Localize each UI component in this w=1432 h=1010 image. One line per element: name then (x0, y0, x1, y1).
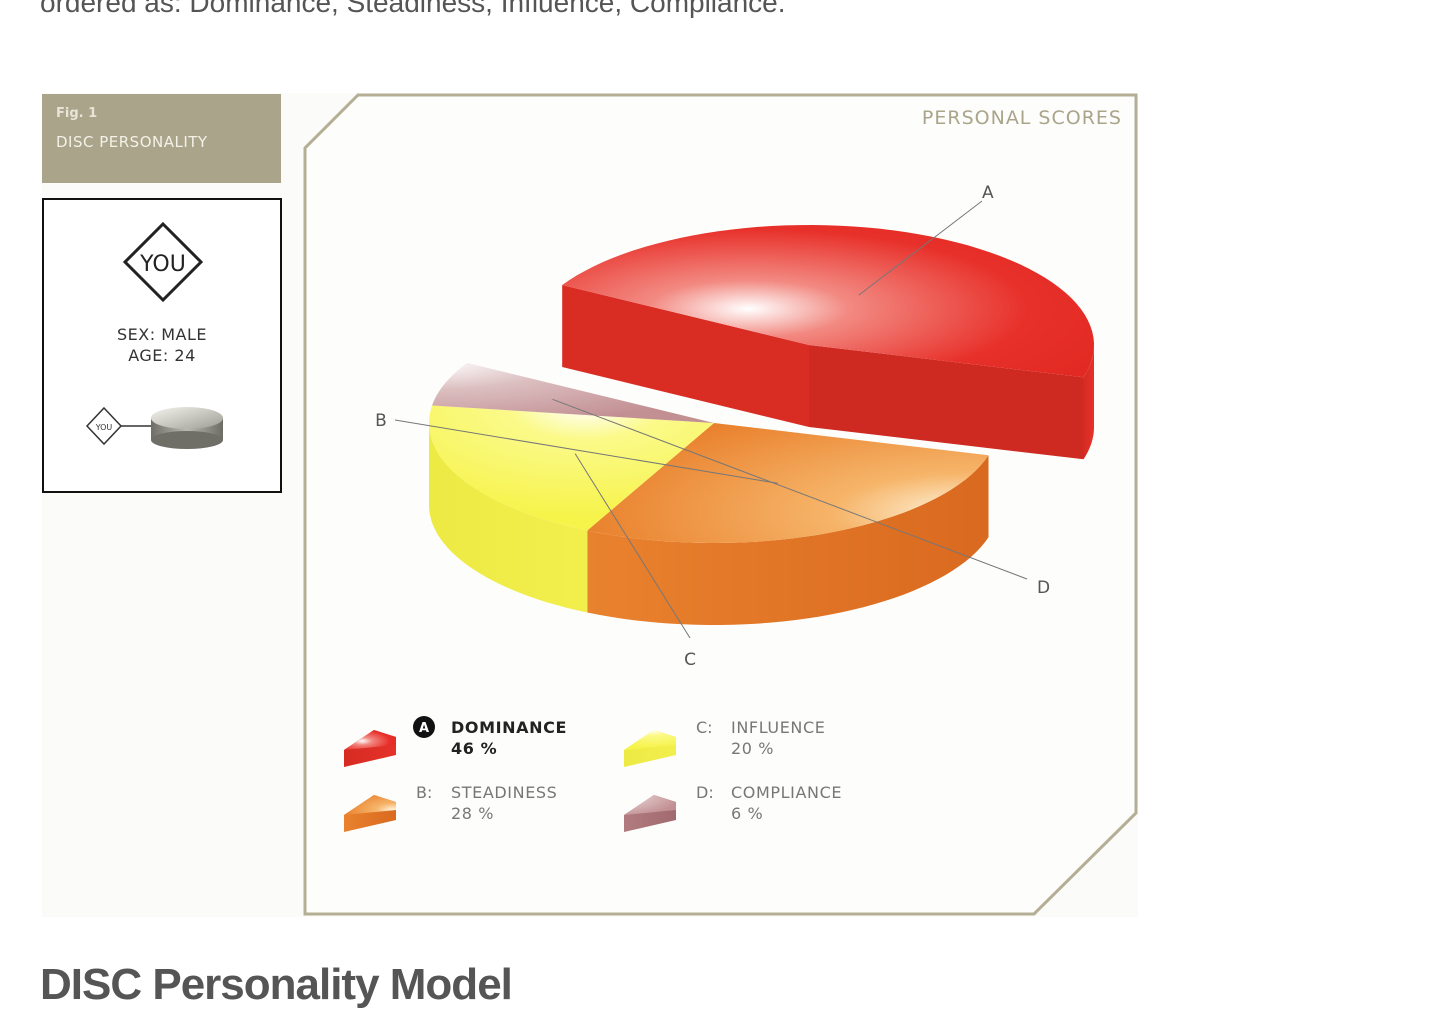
legend-swatch-top (624, 730, 676, 750)
panel-title: PERSONAL SCORES (922, 107, 1122, 129)
legend-value: 6 % (731, 804, 763, 823)
pie-side-b (587, 455, 989, 625)
legend-swatch-top (344, 795, 396, 815)
legend-prefix: D: (696, 783, 714, 802)
figure-panel: Fig. 1 DISC PERSONALITY YOU (42, 93, 1138, 917)
you-badge-icon: YOU (122, 221, 204, 303)
legend-label: STEADINESS (451, 783, 557, 802)
pie-cut-face (809, 345, 1084, 460)
age-label: AGE: 24 (128, 346, 196, 365)
slice-letter-b: B (375, 411, 387, 431)
legend-prefix: A (419, 721, 429, 736)
legend-item-influence: C: INFLUENCE 20 % (624, 718, 825, 767)
pie-top-a (562, 225, 1094, 378)
legend-marker-icon (413, 716, 435, 738)
legend-item-compliance: D: COMPLIANCE 6 % (624, 783, 842, 832)
profile-graphics: YOU YOU (85, 221, 223, 449)
pie-top-d (432, 363, 714, 423)
sex-label: SEX: MALE (117, 325, 207, 344)
figure-number: Fig. 1 (56, 106, 98, 121)
pie-cut-face (562, 285, 809, 427)
legend-value: 46 % (451, 739, 497, 758)
page-heading: DISC Personality Model (40, 960, 513, 1009)
pie-top-b (587, 423, 989, 543)
leader-line-c (574, 453, 691, 639)
pie-slice-steadiness (587, 423, 989, 625)
legend-prefix: C: (696, 718, 713, 737)
figure-title: DISC PERSONALITY (56, 133, 208, 151)
grey-disc-icon (151, 407, 223, 449)
legend-label: INFLUENCE (731, 718, 825, 737)
legend-swatch-top (344, 730, 396, 750)
slice-letter-d: D (1037, 578, 1050, 598)
legend-prefix: B: (416, 783, 432, 802)
small-you-badge-label: YOU (95, 423, 113, 432)
legend-value: 20 % (731, 739, 774, 758)
you-badge-label: YOU (139, 252, 186, 277)
slice-letter-a: A (982, 183, 994, 203)
leader-line-b (394, 419, 778, 484)
pie-slice-compliance (432, 363, 714, 423)
pie-side-a (1083, 345, 1094, 460)
legend-item-dominance: A DOMINANCE 46 % (344, 716, 567, 767)
leader-line-d (552, 398, 1028, 580)
profile-card: YOU YOU SEX: MALE AGE: 24 (42, 198, 282, 493)
slice-letter-c: C (684, 650, 696, 670)
pie-top-c (429, 405, 714, 531)
figure-header: Fig. 1 DISC PERSONALITY (42, 94, 281, 183)
legend-value: 28 % (451, 804, 494, 823)
legend-label: DOMINANCE (451, 718, 567, 737)
pie-slice-influence (429, 405, 714, 613)
legend-swatch-top (624, 795, 676, 815)
legend-item-steadiness: B: STEADINESS 28 % (344, 783, 557, 832)
leader-line-a (858, 200, 983, 296)
pie-slice-dominance (562, 225, 1094, 460)
pie-chart: PERSONAL SCORES A B C D A DOMINANCE 46 % B: STE… (303, 93, 1138, 916)
small-you-badge-icon: YOU (85, 406, 152, 446)
pie-side-c (429, 423, 588, 613)
intro-text: ordered as: Dominance, Steadiness, Influ… (40, 0, 786, 18)
legend-label: COMPLIANCE (731, 783, 842, 802)
